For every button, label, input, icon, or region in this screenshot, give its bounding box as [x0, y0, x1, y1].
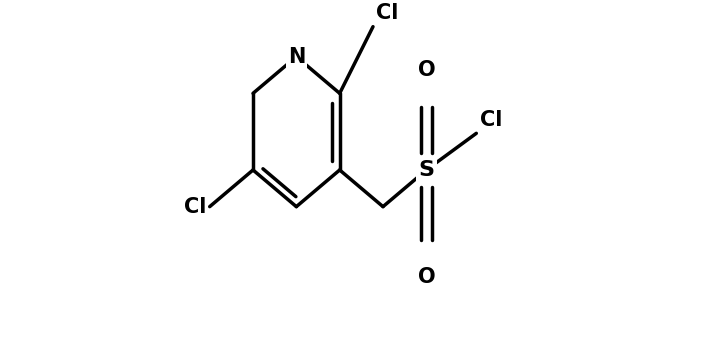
Text: O: O: [417, 267, 435, 287]
Text: N: N: [287, 47, 305, 67]
Text: S: S: [418, 160, 434, 180]
Text: Cl: Cl: [480, 110, 502, 130]
Text: Cl: Cl: [184, 197, 206, 217]
Text: Cl: Cl: [376, 3, 399, 23]
Text: O: O: [417, 60, 435, 80]
